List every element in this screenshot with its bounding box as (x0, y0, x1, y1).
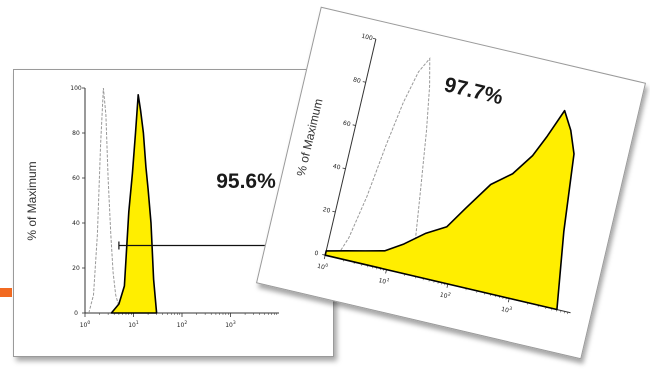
y-axis (324, 38, 377, 256)
stained-histogram (110, 93, 158, 314)
x-tick-label: 102 (439, 290, 451, 301)
y-tick-label: 60 (342, 120, 351, 129)
y-tick-label: 0 (74, 310, 78, 317)
x-tick-label: 101 (378, 275, 390, 286)
y-tick-label: 60 (72, 175, 80, 182)
y-tick-label: 100 (361, 33, 374, 42)
histogram-chart-right: 0 20 40 60 80 100 100 101 102 103 % of Maximum 97.7… (294, 33, 575, 315)
stained-histogram (324, 109, 575, 311)
histogram-panel-right: 0 20 40 60 80 100 100 101 102 103 % of Maximum 97.7… (255, 6, 647, 360)
x-tick-label: 103 (225, 320, 236, 329)
y-tick-mark (352, 124, 356, 126)
histogram-chart-left: 0 20 40 60 80 100 100 101 102 103 % of Maximum 95.6… (25, 85, 333, 329)
y-axis-label: % of Maximum (25, 161, 39, 240)
accent-bar (0, 288, 12, 297)
y-tick-label: 80 (72, 130, 80, 137)
percent-annotation: 97.7% (442, 73, 506, 109)
x-tick-label: 102 (177, 320, 188, 329)
y-tick-label: 20 (322, 206, 331, 215)
y-tick-mark (362, 81, 366, 83)
x-tick-label: 100 (316, 261, 328, 272)
x-tick-label: 101 (128, 320, 139, 329)
y-tick-label: 40 (332, 163, 341, 172)
x-tick-label: 100 (80, 320, 91, 329)
y-tick-label: 100 (70, 85, 82, 92)
control-histogram (88, 87, 124, 314)
y-tick-label: 0 (314, 250, 319, 258)
y-tick-mark (332, 210, 336, 213)
percent-annotation: 95.6% (216, 170, 276, 193)
y-tick-label: 20 (72, 265, 80, 272)
y-tick-label: 80 (352, 76, 361, 85)
x-tick-label: 103 (500, 304, 512, 315)
y-axis-label: % of Maximum (294, 97, 326, 177)
y-tick-mark (342, 167, 346, 170)
y-tick-mark (372, 37, 376, 40)
control-histogram (335, 57, 431, 277)
y-tick-label: 40 (72, 220, 80, 227)
